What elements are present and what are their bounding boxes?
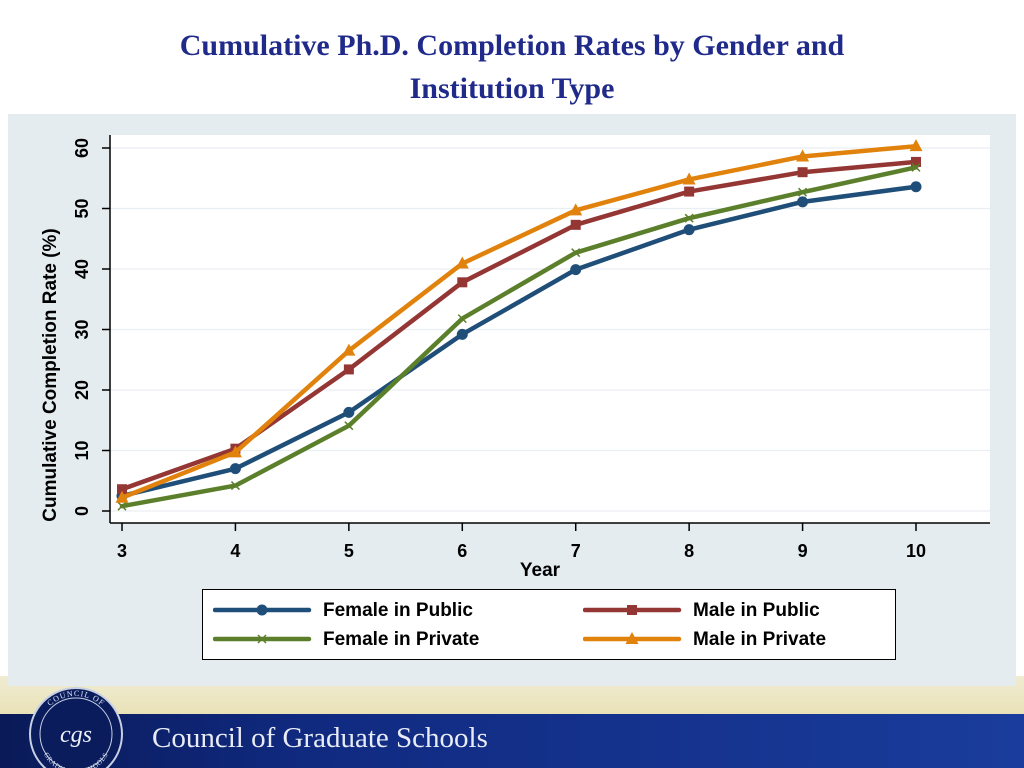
legend-marker	[256, 604, 268, 616]
data-point	[683, 224, 695, 236]
data-point	[684, 213, 694, 223]
series-male-in-private	[115, 139, 923, 503]
cgs-seal-logo: COUNCIL OF GRADUATE SCHOOLS cgs	[26, 686, 126, 768]
data-point	[457, 314, 467, 324]
data-point	[682, 172, 696, 185]
line-chart: 0 10 20 30 40 50 60 3 4 5 6 7 8 9 10 Cumulative Comple…	[40, 135, 990, 581]
footer-bar	[0, 714, 1024, 768]
data-point	[570, 219, 581, 230]
data-point	[684, 186, 695, 197]
y-axis-title: Cumulative Completion Rate (%)	[40, 228, 61, 521]
slide-title-line-1: Cumulative Ph.D. Completion Rates by Gen…	[179, 29, 845, 62]
chart-legend: Female in Public Male in Public Female in …	[202, 589, 896, 660]
x-tick-label: 4	[230, 541, 240, 561]
legend-marker	[627, 605, 637, 615]
data-point	[909, 139, 923, 152]
legend-label: Female in Public	[323, 600, 473, 621]
y-tick-label: 50	[72, 198, 92, 218]
data-point	[798, 187, 808, 197]
axes: 0 10 20 30 40 50 60 3 4 5 6 7 8 9 10	[72, 135, 990, 561]
data-point	[796, 149, 810, 162]
series-line	[119, 143, 919, 500]
legend-marker	[257, 634, 267, 644]
data-point	[228, 445, 242, 458]
data-point	[230, 481, 240, 491]
series-line	[119, 184, 919, 499]
x-tick-label: 8	[684, 541, 694, 561]
series-female-in-private	[117, 162, 921, 511]
data-point	[570, 264, 582, 276]
y-tick-label: 0	[72, 506, 92, 516]
y-tick-label: 20	[72, 380, 92, 400]
y-tick-label: 30	[72, 319, 92, 339]
data-point	[797, 196, 809, 208]
chart-panel: 0 10 20 30 40 50 60 3 4 5 6 7 8 9 10 Cumulative Comple…	[8, 114, 1016, 686]
data-point	[457, 277, 468, 288]
data-point	[911, 162, 921, 172]
data-point	[342, 343, 356, 356]
data-point	[344, 421, 354, 431]
legend-label: Male in Private	[693, 629, 827, 650]
data-point	[797, 167, 808, 178]
data-point	[115, 490, 129, 503]
x-tick-label: 10	[906, 541, 926, 561]
y-tick-label: 10	[72, 440, 92, 460]
data-point	[911, 156, 921, 167]
x-tick-label: 6	[457, 541, 467, 561]
legend-swatch	[213, 604, 312, 616]
slide-title: Cumulative Ph.D. Completion Rates by Gen…	[0, 24, 1024, 110]
svg-text:cgs: cgs	[60, 722, 92, 748]
data-point	[343, 364, 354, 375]
legend-label: Male in Public	[693, 600, 820, 621]
legend-marker	[625, 632, 639, 644]
slide-title-line-2: Institution Type	[409, 72, 615, 105]
data-point	[455, 256, 469, 269]
data-point	[117, 501, 127, 511]
x-tick-label: 3	[117, 541, 127, 561]
x-axis-title: Year	[520, 560, 561, 581]
data-point	[910, 181, 922, 193]
x-tick-label: 5	[344, 541, 354, 561]
data-point	[343, 406, 355, 418]
footer-organization-name: Council of Graduate Schools	[152, 722, 488, 754]
series-line	[119, 165, 919, 509]
y-tick-label: 40	[72, 259, 92, 279]
y-tick-label: 60	[72, 138, 92, 158]
x-tick-label: 7	[571, 541, 581, 561]
data-point	[229, 463, 241, 475]
legend-swatch	[583, 632, 682, 644]
legend-swatch	[583, 605, 682, 615]
data-point	[569, 203, 583, 216]
data-point	[456, 328, 468, 340]
data-point	[117, 484, 127, 495]
data-point	[571, 248, 581, 258]
x-tick-label: 9	[798, 541, 808, 561]
legend-label: Female in Private	[323, 629, 480, 650]
data-series	[115, 139, 923, 511]
legend-swatch	[213, 634, 312, 644]
